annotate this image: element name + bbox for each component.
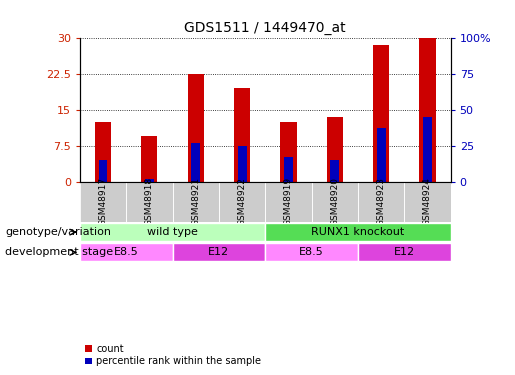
Bar xyxy=(234,88,250,182)
FancyBboxPatch shape xyxy=(126,182,173,222)
Bar xyxy=(423,117,432,182)
FancyBboxPatch shape xyxy=(404,182,451,222)
FancyBboxPatch shape xyxy=(265,243,358,261)
FancyBboxPatch shape xyxy=(265,182,312,222)
FancyBboxPatch shape xyxy=(80,223,265,241)
Bar xyxy=(373,45,389,182)
Text: E8.5: E8.5 xyxy=(114,248,139,257)
Bar xyxy=(237,146,247,182)
Bar xyxy=(145,178,154,182)
Text: RUNX1 knockout: RUNX1 knockout xyxy=(311,227,405,237)
Bar xyxy=(280,122,297,182)
Bar xyxy=(191,142,200,182)
Bar xyxy=(327,117,343,182)
Text: genotype/variation: genotype/variation xyxy=(5,227,111,237)
FancyBboxPatch shape xyxy=(312,182,358,222)
Bar xyxy=(376,128,386,182)
Text: GSM48918: GSM48918 xyxy=(145,177,154,226)
Text: GSM48919: GSM48919 xyxy=(284,177,293,226)
Text: wild type: wild type xyxy=(147,227,198,237)
Text: GSM48920: GSM48920 xyxy=(330,177,339,226)
FancyBboxPatch shape xyxy=(173,182,219,222)
Text: GSM48922: GSM48922 xyxy=(237,177,247,226)
Text: development stage: development stage xyxy=(5,248,113,257)
Text: E12: E12 xyxy=(208,248,230,257)
Bar xyxy=(187,74,204,182)
Title: GDS1511 / 1449470_at: GDS1511 / 1449470_at xyxy=(184,21,346,35)
FancyBboxPatch shape xyxy=(219,182,265,222)
FancyBboxPatch shape xyxy=(358,182,404,222)
Bar xyxy=(419,38,436,182)
Bar xyxy=(330,160,339,182)
FancyBboxPatch shape xyxy=(80,243,173,261)
Text: GSM48923: GSM48923 xyxy=(376,177,386,226)
Bar xyxy=(284,157,293,182)
Text: GSM48924: GSM48924 xyxy=(423,177,432,226)
Text: E8.5: E8.5 xyxy=(299,248,324,257)
Bar xyxy=(141,136,158,182)
FancyBboxPatch shape xyxy=(80,182,126,222)
FancyBboxPatch shape xyxy=(173,243,265,261)
Text: GSM48917: GSM48917 xyxy=(98,177,108,226)
Bar xyxy=(98,160,108,182)
Bar xyxy=(95,122,111,182)
FancyBboxPatch shape xyxy=(358,243,451,261)
Text: E12: E12 xyxy=(393,248,415,257)
Text: GSM48921: GSM48921 xyxy=(191,177,200,226)
FancyBboxPatch shape xyxy=(265,223,451,241)
Legend: count, percentile rank within the sample: count, percentile rank within the sample xyxy=(84,344,261,366)
